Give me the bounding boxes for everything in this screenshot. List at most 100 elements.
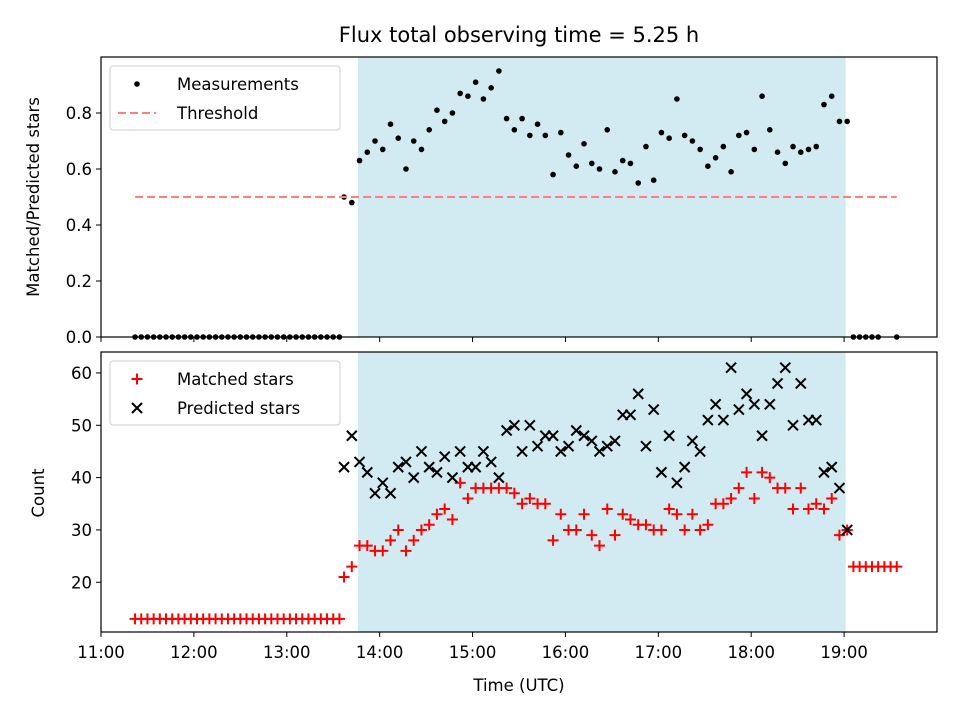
measurement-point: [379, 146, 386, 153]
predicted-star-point: [787, 419, 799, 431]
axes-frame: [100, 56, 938, 338]
measurement-point: [658, 129, 665, 136]
measurement-point: [666, 135, 672, 141]
matched-star-point: [392, 524, 404, 536]
y-tick-label: 0.2: [66, 272, 92, 291]
measurement-point: [681, 132, 688, 139]
matched-star-point: [795, 482, 807, 494]
axes-frame: [100, 351, 938, 633]
matched-star-point: [826, 493, 838, 505]
predicted-star-point: [771, 377, 784, 390]
measurement-point: [472, 79, 479, 85]
measurement-point: [712, 155, 719, 161]
measurement-point: [550, 171, 556, 178]
predicted-star-point: [795, 377, 807, 390]
predicted-star-point: [826, 461, 838, 473]
predicted-star-point: [810, 414, 822, 426]
predicted-star-point: [423, 461, 435, 473]
matched-star-point: [748, 493, 760, 505]
matched-star-point: [624, 513, 636, 525]
measurement-point: [643, 143, 649, 150]
measurement-point: [372, 138, 378, 144]
predicted-star-point: [725, 361, 737, 374]
predicted-star-point: [392, 461, 404, 473]
measurement-point: [774, 149, 781, 155]
matched-star-point: [702, 519, 714, 531]
measurement-point: [480, 96, 487, 102]
matched-star-point: [361, 540, 373, 552]
matched-star-point: [891, 561, 903, 573]
predicted-star-point: [353, 456, 366, 468]
predicted-star-point: [694, 445, 706, 458]
matched-star-point: [655, 524, 667, 536]
matched-star-point: [640, 519, 652, 531]
predicted-star-point: [524, 419, 536, 431]
measurement-point: [511, 127, 518, 133]
measurement-point: [619, 157, 626, 164]
predicted-star-point: [647, 403, 660, 416]
y-tick-label: 0.0: [66, 328, 92, 347]
matched-star-point: [594, 540, 606, 552]
matched-star-point: [547, 534, 559, 546]
matched-star-point: [663, 503, 675, 515]
y-tick-label: 30: [71, 521, 92, 540]
predicted-star-point: [485, 456, 497, 468]
legend-label: Matched stars: [177, 370, 294, 389]
matched-star-point: [516, 498, 528, 510]
measurement-point: [790, 143, 796, 150]
bottom-ylabel: Count: [29, 468, 48, 518]
predicted-star-point: [415, 445, 428, 458]
matched-star-point: [439, 503, 451, 515]
measurement-point: [844, 118, 851, 125]
predicted-star-point: [818, 466, 830, 479]
measurement-point: [503, 115, 510, 122]
x-tick-label: 19:00: [820, 643, 868, 662]
predicted-star-point: [748, 398, 761, 411]
x-tick-label: 13:00: [263, 643, 311, 662]
legend-label: Predicted stars: [177, 399, 300, 418]
predicted-star-point: [346, 430, 358, 442]
measurement-point: [542, 132, 549, 139]
measurement-point: [349, 199, 355, 206]
measurement-point: [635, 180, 642, 186]
measurement-point: [689, 138, 696, 144]
matched-star-point: [671, 508, 683, 520]
matched-star-point: [756, 466, 768, 478]
measurement-point: [565, 152, 572, 158]
predicted-star-point: [446, 471, 459, 484]
measurement-point: [449, 110, 456, 116]
predicted-star-point: [702, 414, 714, 426]
top-ylabel: Matched/Predicted stars: [24, 97, 43, 297]
x-tick-label: 14:00: [356, 643, 404, 662]
matched-star-point: [462, 493, 474, 505]
matched-star-point: [408, 534, 420, 546]
predicted-star-point: [756, 430, 768, 442]
measurement-point: [759, 93, 765, 99]
y-tick-label: 0.8: [66, 104, 92, 123]
measurement-point: [821, 101, 827, 108]
matched-star-point: [400, 545, 412, 557]
x-tick-label: 18:00: [727, 643, 775, 662]
measurement-point: [534, 121, 541, 127]
x-tick-label: 16:00: [542, 643, 590, 662]
y-tick-label: 40: [71, 469, 92, 488]
matched-star-point: [431, 508, 443, 520]
legend-marker-x: [131, 402, 143, 414]
measurement-point: [410, 138, 417, 144]
predicted-star-point: [663, 430, 675, 442]
measurement-point: [395, 135, 402, 141]
measurement-point: [813, 143, 820, 150]
measurement-point: [496, 68, 502, 74]
measurement-point: [612, 169, 618, 175]
matched-star-point: [333, 613, 345, 625]
matched-star-point: [539, 498, 551, 510]
predicted-star-point: [338, 461, 350, 473]
measurement-point: [434, 107, 440, 113]
matched-star-point: [679, 524, 691, 536]
matched-star-point: [578, 508, 590, 520]
measurement-point: [457, 90, 463, 97]
matched-star-point: [694, 524, 706, 536]
matched-star-point: [423, 519, 435, 531]
predicted-star-point: [841, 524, 853, 536]
